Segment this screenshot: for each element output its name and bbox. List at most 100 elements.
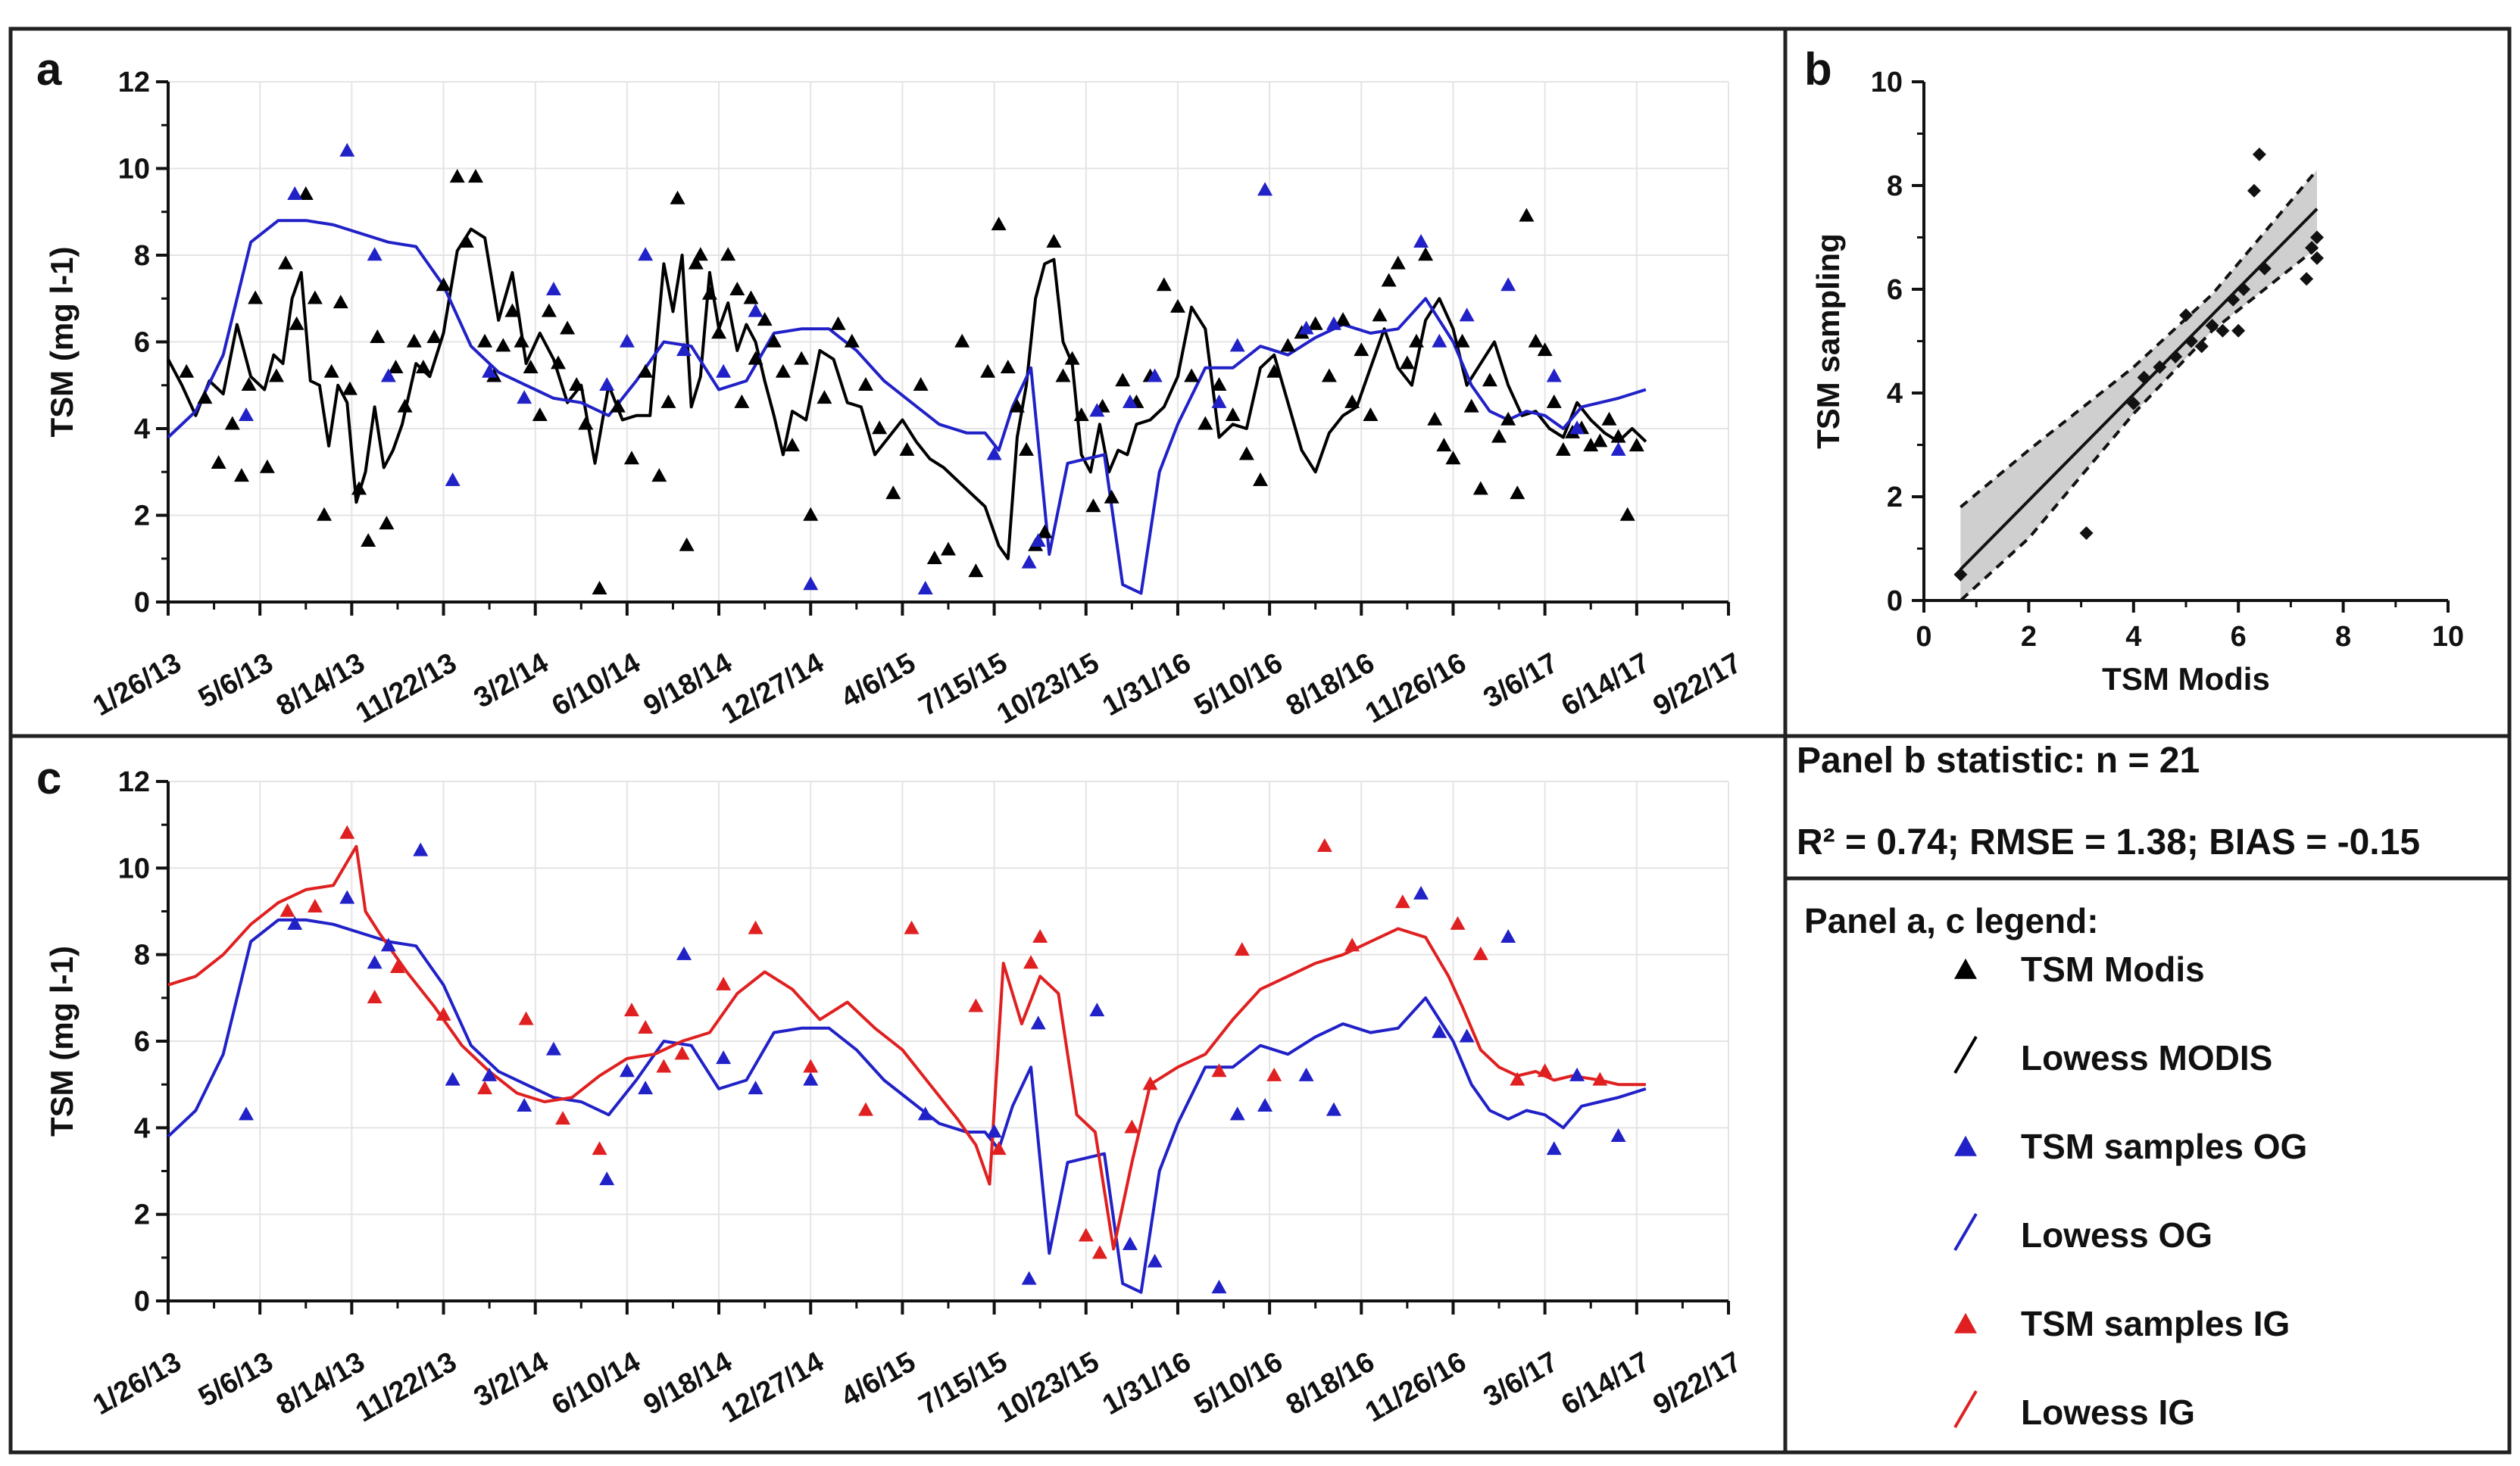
marker-tsm-modis: [224, 416, 240, 430]
marker-tsm-samples-ig: [857, 1102, 873, 1116]
legend-symbol-line: [1953, 1035, 1978, 1075]
marker-tsm-samples-ig: [803, 1059, 819, 1073]
legend-symbol-triangle: [1954, 1135, 1977, 1156]
marker-tsm-modis: [913, 376, 929, 391]
marker-tsm-samples-ig: [638, 1020, 654, 1034]
marker-tsm-modis: [1055, 368, 1071, 382]
marker-tsm-modis: [477, 333, 493, 348]
marker-tsm-samples-og: [1546, 1141, 1562, 1156]
y-tick-label: 10: [118, 154, 150, 186]
marker-tsm-modis: [1601, 411, 1617, 426]
scatter-point: [2310, 251, 2324, 265]
marker-tsm-samples-og: [716, 363, 732, 378]
marker-tsm-modis: [748, 351, 763, 365]
marker-tsm-samples-ig: [1023, 955, 1039, 969]
y-tick-label: 4: [1887, 378, 1903, 410]
marker-tsm-modis: [248, 290, 264, 304]
marker-tsm-samples-og: [748, 1081, 763, 1095]
marker-tsm-samples-ig: [367, 990, 383, 1004]
y-tick-label: 0: [1887, 585, 1903, 617]
marker-tsm-modis: [857, 376, 873, 391]
marker-tsm-samples-og: [803, 576, 819, 591]
legend-title: Panel a, c legend:: [1804, 901, 2099, 940]
marker-tsm-modis: [830, 316, 846, 330]
marker-tsm-modis: [1628, 438, 1644, 452]
marker-tsm-modis: [1009, 398, 1025, 413]
scatter-point: [2205, 318, 2219, 332]
marker-tsm-samples-og: [1229, 1106, 1245, 1121]
legend-label: TSM samples OG: [2021, 1127, 2307, 1166]
marker-tsm-samples-og: [676, 946, 692, 960]
marker-tsm-samples-ig: [748, 920, 763, 934]
marker-tsm-modis: [1169, 298, 1185, 313]
marker-tsm-modis: [670, 190, 685, 204]
marker-tsm-samples-ig: [1344, 937, 1360, 952]
marker-tsm-samples-ig: [436, 1006, 451, 1021]
marker-tsm-samples-og: [676, 342, 692, 357]
marker-tsm-modis: [688, 255, 704, 270]
legend-symbol-line: [1953, 1212, 1978, 1252]
marker-tsm-modis: [1390, 255, 1406, 270]
y-tick-label: 4: [134, 413, 150, 445]
panel-letter-b: b: [1804, 44, 1832, 95]
y-tick-label: 8: [134, 940, 150, 972]
marker-tsm-modis: [1472, 481, 1488, 495]
marker-tsm-modis: [379, 516, 395, 530]
marker-tsm-samples-og: [1569, 1067, 1585, 1081]
legend-symbol-triangle: [1954, 1312, 1977, 1333]
marker-tsm-modis: [1156, 277, 1172, 292]
marker-tsm-samples-og: [1569, 420, 1585, 435]
marker-tsm-modis: [268, 368, 284, 382]
scatter-point: [1953, 567, 1968, 582]
marker-tsm-samples-og: [367, 247, 383, 261]
marker-tsm-samples-og: [1021, 554, 1037, 569]
marker-tsm-samples-og: [545, 282, 561, 295]
marker-tsm-modis: [1546, 394, 1562, 408]
marker-tsm-samples-og: [1122, 1236, 1138, 1250]
scatter-point: [2231, 323, 2246, 338]
marker-tsm-modis: [1019, 441, 1034, 456]
legend-symbol-triangle: [1954, 958, 1977, 979]
marker-tsm-samples-og: [1229, 338, 1245, 352]
marker-tsm-samples-ig: [904, 920, 920, 934]
legend-label: Lowess IG: [2021, 1393, 2195, 1432]
regression-line: [1959, 207, 2319, 571]
marker-tsm-modis: [1519, 207, 1535, 222]
marker-tsm-modis: [342, 381, 358, 395]
marker-tsm-modis: [720, 247, 736, 261]
marker-tsm-modis: [1372, 307, 1388, 322]
marker-tsm-modis: [298, 186, 314, 201]
marker-tsm-modis: [1085, 498, 1101, 513]
marker-tsm-samples-ig: [1266, 1067, 1282, 1081]
marker-tsm-modis: [1046, 234, 1062, 248]
marker-tsm-modis: [844, 333, 860, 348]
marker-tsm-samples-ig: [1211, 1063, 1227, 1078]
scatter-point: [2126, 396, 2141, 410]
marker-tsm-modis: [1238, 446, 1254, 460]
marker-tsm-modis: [1555, 441, 1571, 456]
marker-tsm-samples-og: [1432, 333, 1447, 348]
x-tick-label: 10: [2432, 621, 2464, 653]
marker-tsm-samples-og: [1500, 277, 1516, 292]
x-axis-title: TSM Modis: [2102, 661, 2270, 697]
marker-tsm-modis: [1583, 438, 1599, 452]
marker-tsm-modis: [351, 481, 367, 495]
marker-tsm-modis: [397, 398, 413, 413]
marker-tsm-modis: [523, 360, 539, 374]
marker-tsm-samples-ig: [389, 959, 405, 974]
marker-tsm-samples-og: [380, 937, 396, 952]
marker-tsm-samples-og: [1122, 394, 1138, 408]
scatter-point: [2300, 272, 2314, 286]
marker-tsm-samples-og: [1326, 1102, 1341, 1116]
y-tick-label: 6: [1887, 274, 1903, 306]
scatter-point: [2237, 282, 2251, 296]
marker-tsm-modis: [541, 303, 557, 317]
marker-tsm-samples-og: [986, 446, 1002, 460]
marker-tsm-samples-ig: [656, 1059, 672, 1073]
marker-tsm-modis: [323, 363, 339, 378]
marker-tsm-modis: [660, 394, 676, 408]
stat-line-1: Panel b statistic: n = 21: [1797, 741, 2200, 781]
x-tick-label: 8: [2335, 621, 2351, 653]
marker-tsm-modis: [1000, 360, 1016, 374]
marker-tsm-samples-og: [1147, 368, 1163, 382]
